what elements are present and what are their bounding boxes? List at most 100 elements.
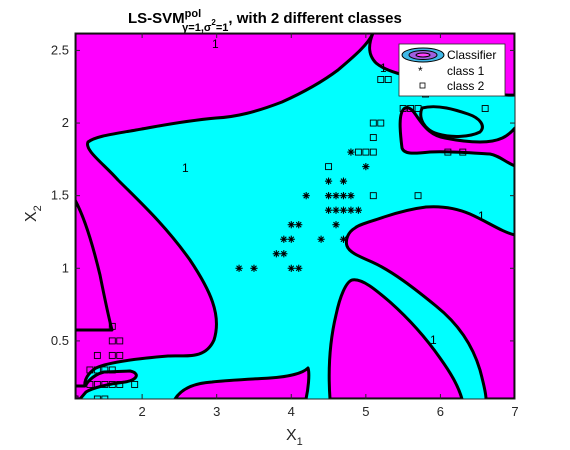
class2-point [108, 351, 116, 359]
region-class1-island [419, 105, 484, 138]
y-tick-label: 1.5 [51, 188, 69, 203]
class1-point [324, 206, 333, 214]
class2-point [377, 76, 385, 83]
class1-point [295, 264, 303, 272]
class2-point [131, 381, 139, 388]
class1-point [354, 206, 362, 214]
chart-title-sub-sup: 2 [211, 18, 216, 27]
class2-point [407, 105, 415, 112]
class2-point [93, 351, 101, 359]
x-axis: 2 3 4 5 6 7 [139, 33, 519, 419]
class2-point [108, 366, 116, 374]
class1-point [250, 264, 258, 272]
axes-box [74, 32, 516, 400]
class1-point [280, 235, 288, 243]
class2-point [369, 134, 377, 142]
region-class2-lower-left [75, 369, 138, 399]
class1-point [317, 235, 325, 243]
class1-point [362, 163, 370, 171]
class1-point [295, 221, 303, 229]
class1-point [280, 250, 288, 258]
class1-point [339, 177, 348, 185]
class1-point [332, 221, 340, 229]
class1-point [287, 221, 295, 229]
x-tick-label: 6 [437, 404, 444, 419]
class2-point [108, 322, 116, 330]
legend: Classifier * class 1 class 2 [398, 43, 506, 97]
class1-point [302, 192, 310, 200]
chart-title-rest: , with 2 different classes [228, 10, 401, 27]
class2-point [108, 337, 116, 345]
class1-point [272, 250, 280, 258]
class1-point [332, 206, 340, 214]
class2-point [86, 366, 94, 374]
class2-point [93, 366, 101, 374]
class2-point [101, 366, 109, 374]
class1-point [235, 264, 243, 272]
class1-point [332, 192, 340, 200]
boundary-level-labels: 1 1 1 1 1 [182, 37, 485, 347]
class1-marker-icon: * [418, 64, 423, 78]
x-axis-label: X1 [286, 427, 303, 448]
class2-point [86, 381, 94, 388]
legend-item-class1: * class 1 [418, 64, 485, 78]
boundary-level-label: 1 [380, 61, 387, 75]
class2-point [354, 148, 362, 156]
chart-title-sup: pol [185, 8, 202, 20]
y-axis-label-base: X [23, 211, 40, 222]
class1-point [324, 177, 333, 185]
chart-title-sub: γ=1,σ [182, 22, 212, 34]
region-class2-left-edge [75, 198, 114, 332]
class2-point [101, 381, 109, 388]
classifier-swatch-core [415, 52, 431, 58]
class2-point [101, 395, 109, 399]
chart-title-main: LS-SVM [128, 10, 185, 27]
boundary-level-label: 1 [182, 161, 189, 175]
x-axis-label-base: X [286, 427, 297, 444]
class2-point [414, 192, 422, 200]
class2-point [369, 119, 377, 127]
class1-point [287, 264, 295, 272]
x-tick-label: 3 [213, 404, 220, 419]
class2-marker-icon [419, 82, 426, 89]
y-tick-label: 2 [62, 115, 69, 130]
class1-point [347, 206, 355, 214]
class2-point [362, 148, 370, 156]
class2-point [481, 105, 489, 112]
class2-point [116, 351, 124, 359]
region-class2-bottom-middle [327, 278, 464, 399]
class1-point [347, 148, 355, 156]
class2-point [444, 148, 452, 156]
x-tick-label: 2 [139, 404, 146, 419]
legend-label-classifier: Classifier [447, 48, 496, 62]
y-axis-label: X2 [23, 205, 44, 222]
class2-point [399, 105, 407, 112]
region-class2-lower-center [173, 366, 311, 399]
class2-point [414, 105, 422, 112]
class2-point [369, 148, 377, 156]
x-tick-label: 5 [362, 404, 369, 419]
class2-point [325, 163, 333, 171]
class2-point [377, 119, 385, 127]
y-tick-label: 1 [62, 260, 69, 275]
legend-label-class1: class 1 [447, 64, 485, 78]
legend-label-class2: class 2 [447, 79, 485, 93]
class1-point [324, 192, 333, 200]
class1-point [339, 206, 348, 214]
legend-item-class2: class 2 [419, 79, 485, 93]
y-axis-label-sub: 2 [32, 205, 44, 211]
boundary-level-label: 1 [212, 37, 219, 51]
x-tick-label: 7 [511, 404, 518, 419]
x-axis-label-sub: 1 [297, 436, 303, 448]
y-axis: 0.5 1 1.5 2 2.5 [51, 42, 515, 348]
boundary-level-label: 1 [430, 333, 437, 347]
class2-point [116, 337, 124, 345]
chart-title-sub-rest: =1 [216, 22, 229, 34]
boundary-level-label: 1 [478, 209, 485, 223]
class2-point [384, 76, 392, 83]
x-tick-label: 4 [288, 404, 295, 419]
y-tick-label: 2.5 [51, 42, 69, 57]
class2-point [93, 395, 101, 399]
class2-point [116, 381, 124, 388]
